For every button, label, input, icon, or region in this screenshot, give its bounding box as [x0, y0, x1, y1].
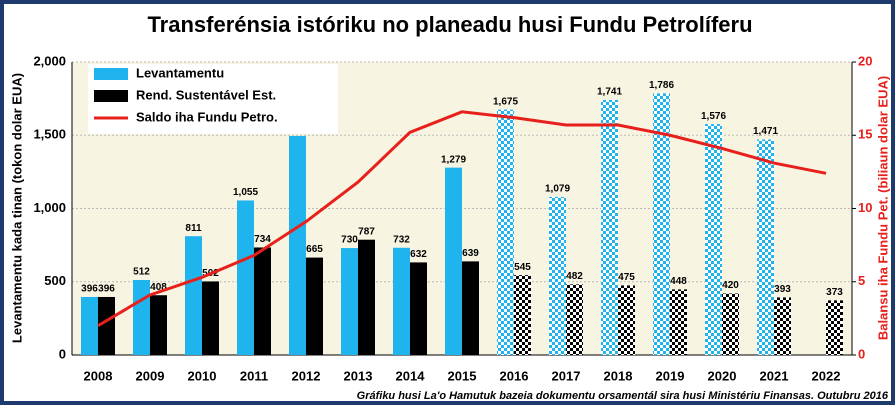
bar — [601, 99, 618, 355]
bar — [670, 289, 687, 355]
value-label: 373 — [826, 287, 843, 298]
bar — [289, 135, 306, 355]
x-tick-label: 2017 — [552, 368, 581, 383]
legend-label: Saldo iha Fundu Petro. — [136, 109, 278, 124]
value-label: 632 — [410, 249, 427, 260]
legend-swatch — [94, 90, 128, 102]
x-tick-label: 2014 — [396, 368, 426, 383]
value-label: 734 — [254, 234, 271, 245]
x-tick-label: 2020 — [708, 368, 737, 383]
value-label: 512 — [133, 267, 150, 278]
bar — [826, 300, 843, 355]
bar — [254, 247, 271, 355]
value-label: 475 — [618, 272, 635, 283]
bar — [653, 93, 670, 355]
value-label: 787 — [358, 226, 375, 237]
x-tick-label: 2018 — [604, 368, 633, 383]
value-label: 396 — [81, 284, 98, 295]
value-label: 732 — [393, 234, 410, 245]
bar — [98, 296, 115, 355]
bar — [462, 261, 479, 355]
value-label: 811 — [185, 223, 202, 234]
y-tick-label: 0 — [59, 346, 66, 361]
y2-tick-label: 15 — [858, 127, 872, 142]
value-label: 1,471 — [753, 126, 778, 137]
x-tick-label: 2008 — [84, 368, 113, 383]
value-label: 1,741 — [597, 87, 622, 98]
bar — [566, 284, 583, 355]
legend-swatch — [94, 68, 128, 80]
bar — [358, 239, 375, 355]
x-tick-label: 2022 — [812, 368, 841, 383]
bar — [514, 275, 531, 355]
y-tick-label: 1,000 — [33, 200, 66, 215]
y-tick-label: 500 — [44, 273, 66, 288]
x-tick-label: 2019 — [656, 368, 685, 383]
bar — [81, 296, 98, 355]
bar — [306, 257, 323, 355]
bar — [393, 247, 410, 355]
y2-tick-label: 20 — [858, 53, 872, 68]
line — [97, 110, 827, 327]
bar — [722, 293, 739, 355]
bar — [237, 200, 254, 355]
bar — [341, 248, 358, 355]
bar — [410, 262, 427, 355]
y-tick-label: 2,000 — [33, 53, 66, 68]
value-label: 730 — [341, 235, 358, 246]
value-label: 1,576 — [701, 111, 726, 122]
y2-axis-label: Balansu iha Fundu Pet. (biliaun dolar EU… — [875, 76, 890, 340]
value-label: 448 — [670, 276, 687, 287]
x-tick-label: 2021 — [760, 368, 789, 383]
y2-tick-label: 10 — [858, 200, 872, 215]
bar — [618, 285, 635, 355]
value-label: 1,055 — [233, 187, 258, 198]
bar — [705, 124, 722, 355]
y-tick-label: 1,500 — [33, 127, 66, 142]
value-label: 420 — [722, 280, 739, 291]
x-tick-label: 2011 — [240, 368, 268, 383]
x-tick-label: 2009 — [136, 368, 165, 383]
bar — [549, 196, 566, 355]
value-label: 393 — [774, 284, 791, 295]
x-tick-label: 2013 — [344, 368, 373, 383]
bar — [202, 281, 219, 355]
bar — [774, 297, 791, 355]
bar — [757, 139, 774, 355]
x-tick-label: 2010 — [188, 368, 217, 383]
legend-label: Rend. Sustentável Est. — [136, 87, 276, 102]
y2-tick-label: 0 — [858, 346, 865, 361]
bar — [133, 279, 150, 355]
x-tick-label: 2016 — [500, 368, 529, 383]
bar — [185, 236, 202, 355]
source-note: Gráfiku husi La'o Hamutuk bazeia dokumen… — [357, 390, 889, 402]
value-label: 1,675 — [493, 96, 518, 107]
legend-box — [88, 64, 338, 134]
y2-tick-label: 5 — [858, 273, 865, 288]
value-label: 1,279 — [441, 154, 466, 165]
value-label: 482 — [566, 271, 583, 282]
value-label: 396 — [98, 284, 115, 295]
y-axis-label: Levantamentu kada tinan (tokon dolar EUA… — [9, 73, 24, 343]
bar — [445, 167, 462, 355]
bar — [150, 295, 167, 355]
value-label: 639 — [462, 248, 479, 259]
x-tick-label: 2012 — [292, 368, 321, 383]
legend-label: Levantamentu — [136, 65, 224, 80]
value-label: 1,786 — [649, 80, 674, 91]
chart-title: Transferénsia istóriku no planeadu husi … — [147, 12, 752, 37]
value-label: 545 — [514, 262, 531, 273]
x-tick-label: 2015 — [448, 368, 477, 383]
bar — [497, 109, 514, 355]
value-label: 665 — [306, 244, 323, 255]
value-label: 1,079 — [545, 184, 570, 195]
value-label: 408 — [150, 282, 167, 293]
